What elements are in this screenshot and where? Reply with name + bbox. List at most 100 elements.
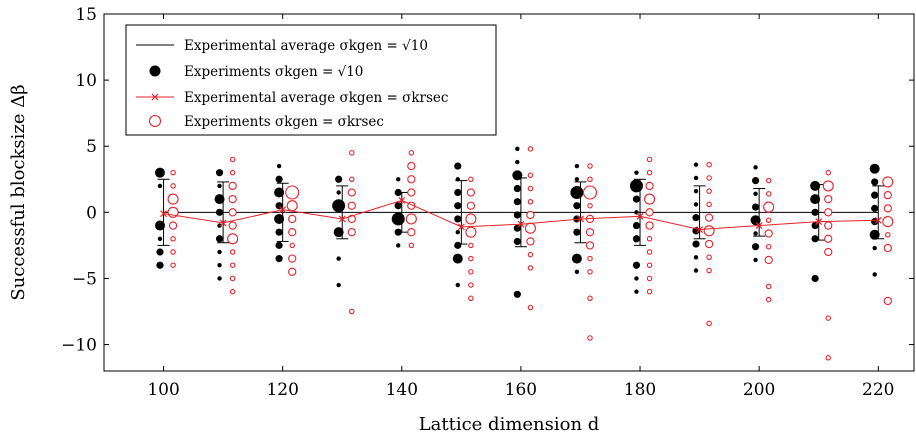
x-tick-label: 100 [147,380,179,400]
point-black-experiment [871,204,879,212]
point-red-experiment [706,188,712,194]
point-black-experiment [394,202,402,210]
point-red-experiment [286,200,298,212]
x-axis-label: Lattice dimension d [419,414,600,435]
x-tick-label: 220 [862,380,894,400]
point-red-experiment [885,232,891,238]
point-red-experiment [527,185,534,192]
y-tick-label: −10 [61,336,97,356]
point-red-experiment [883,190,892,200]
point-red-experiment [706,320,712,327]
point-black-experiment [394,188,402,197]
point-red-experiment [465,226,477,238]
point-black-experiment [454,188,462,197]
point-red-experiment [645,221,654,230]
marker-x-stroke [219,219,227,227]
point-red-experiment [229,275,236,282]
point-red-experiment [466,201,476,210]
point-red-experiment [167,193,179,205]
point-red-experiment [407,161,416,171]
point-black-experiment [396,177,401,182]
point-red-experiment [587,163,593,169]
point-red-experiment [407,188,416,197]
point-red-experiment [288,214,297,224]
point-red-experiment [524,222,536,234]
point-red-experiment [468,176,474,183]
chart-marks [154,146,894,361]
point-black-experiment [217,223,222,228]
point-red-experiment [229,288,236,295]
point-black-experiment [156,261,164,269]
error-bar [753,188,766,237]
point-red-experiment [704,213,714,222]
point-red-experiment [883,296,892,306]
point-red-experiment [764,229,773,238]
legend-swatch-red-circle [148,114,162,128]
point-red-experiment [228,221,237,230]
point-black-experiment [154,167,165,178]
point-red-experiment [168,221,178,230]
point-red-experiment [824,208,833,217]
point-red-experiment [825,355,831,361]
point-black-experiment [396,243,401,248]
marker-x-stroke [755,222,763,229]
point-red-experiment [465,213,477,225]
point-red-experiment [170,249,176,255]
point-black-experiment [753,231,758,236]
point-red-experiment [408,242,415,249]
point-black-experiment [632,235,641,243]
point-black-experiment [513,211,521,219]
point-black-experiment [573,202,581,210]
point-red-experiment [585,241,595,250]
point-red-experiment [170,236,176,242]
point-black-experiment [275,175,283,183]
point-black-experiment [274,187,285,198]
point-red-experiment [288,267,297,276]
point-red-experiment [825,315,831,321]
point-black-experiment [693,175,699,181]
point-black-experiment [276,163,282,169]
point-red-experiment [229,262,236,268]
point-black-experiment [214,194,225,205]
point-red-experiment [765,217,772,224]
point-black-experiment [215,169,224,177]
point-black-experiment [632,195,641,203]
legend-entry-label: Experiments σkgen = √10 [184,64,363,80]
point-black-experiment [217,263,222,268]
point-black-experiment [336,190,341,195]
point-red-experiment [347,188,356,197]
legend-box [125,24,497,136]
point-red-average [577,215,584,223]
point-black-experiment [750,215,761,226]
point-black-experiment [634,289,639,294]
x-tick-label: 160 [505,380,537,400]
point-black-experiment [692,240,700,248]
point-black-experiment [513,198,521,206]
point-black-experiment [215,235,224,243]
point-red-experiment [527,304,534,311]
x-tick-label: 180 [624,380,656,400]
point-red-experiment [349,176,355,183]
point-red-experiment [228,208,237,217]
point-red-average [398,197,406,204]
point-red-experiment [763,201,775,213]
point-red-experiment [582,185,598,200]
point-black-experiment [513,237,521,246]
point-red-average [755,222,763,229]
point-red-experiment [706,254,712,261]
point-red-experiment [646,169,653,176]
point-black-experiment [455,282,460,288]
point-red-experiment [644,193,656,205]
point-black-experiment [751,203,760,211]
y-tick-label: 15 [75,5,97,25]
point-black-experiment [275,228,283,236]
point-black-experiment [634,276,639,281]
point-black-experiment [336,282,341,288]
point-red-experiment [468,255,474,262]
legend-swatch-red-x [151,93,159,101]
point-black-experiment [751,177,760,185]
point-black-experiment [332,199,346,213]
point-black-experiment [154,220,165,231]
point-red-experiment [587,255,593,262]
x-tick-label: 200 [743,380,775,400]
